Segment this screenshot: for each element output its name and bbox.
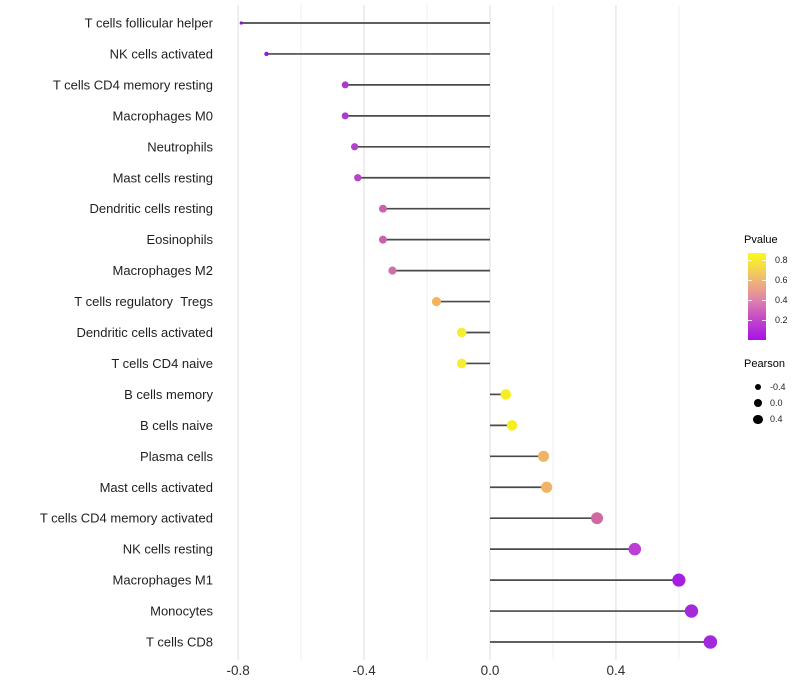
lollipop-dot xyxy=(378,204,387,213)
pearson-legend-item: 0.4 xyxy=(744,412,800,428)
y-axis-label: Dendritic cells activated xyxy=(76,325,213,340)
lollipop-dot xyxy=(591,512,604,525)
lollipop-dot xyxy=(354,174,362,182)
lollipop-dot xyxy=(341,81,349,89)
y-axis-label: T cells CD4 naive xyxy=(111,356,213,371)
lollipop-dot xyxy=(378,235,387,244)
y-axis-label: Dendritic cells resting xyxy=(89,201,213,216)
x-axis-tick-label: 0.0 xyxy=(481,663,500,678)
x-axis-tick-label: 0.4 xyxy=(607,663,626,678)
pearson-legend-label: 0.4 xyxy=(770,414,783,425)
pearson-legend-label: 0.0 xyxy=(770,397,783,408)
lollipop-dot xyxy=(506,420,518,431)
pearson-legend-label: -0.4 xyxy=(770,381,786,392)
pearson-legend: Pearson -0.4 0.0 0.4 xyxy=(744,358,800,438)
lollipop-dot xyxy=(628,542,642,556)
y-axis-label: Plasma cells xyxy=(140,449,213,464)
y-axis-label: B cells naive xyxy=(140,418,213,433)
y-axis-label: T cells CD4 memory activated xyxy=(40,511,213,526)
pearson-legend-item: 0.0 xyxy=(744,395,800,411)
lollipop-dot xyxy=(431,296,442,307)
y-axis-label: T cells CD8 xyxy=(146,635,213,650)
pvalue-colorbar-tick-label: 0.2 xyxy=(775,314,788,325)
pearson-legend-dot xyxy=(754,399,762,408)
pvalue-legend: Pvalue 0.8 0.6 0.4 0.2 xyxy=(744,234,800,354)
lollipop-dot xyxy=(537,450,550,462)
pvalue-colorbar-tick-mark xyxy=(748,260,752,261)
pearson-legend-item: -0.4 xyxy=(744,379,800,395)
lollipop-dot xyxy=(456,358,467,369)
pvalue-legend-title: Pvalue xyxy=(744,234,778,246)
pvalue-colorbar-tick-mark xyxy=(748,320,752,321)
pvalue-colorbar-tick-label: 0.4 xyxy=(775,294,788,305)
lollipop-dot xyxy=(456,327,467,338)
lollipop-dot xyxy=(703,635,718,649)
lollipop-dot xyxy=(388,266,397,275)
lollipop-dot xyxy=(541,481,553,493)
lollipop-dot xyxy=(684,604,699,618)
lollipop-dot xyxy=(500,389,511,400)
y-axis-label: Mast cells activated xyxy=(100,480,213,495)
pvalue-colorbar-tick-mark xyxy=(748,300,752,301)
pvalue-colorbar xyxy=(748,253,766,340)
lollipop-dot xyxy=(239,21,243,25)
y-axis-label: Macrophages M2 xyxy=(113,263,213,278)
y-axis-label: B cells memory xyxy=(124,387,213,402)
y-axis-label: Mast cells resting xyxy=(113,170,213,185)
lollipop-dot xyxy=(264,51,269,57)
y-axis-label: T cells CD4 memory resting xyxy=(53,77,213,92)
pvalue-colorbar-tick-mark xyxy=(762,320,766,321)
pvalue-colorbar-tick-mark xyxy=(762,260,766,261)
y-axis-label: NK cells resting xyxy=(123,542,213,557)
lollipop-dot xyxy=(672,573,686,587)
pvalue-colorbar-tick-label: 0.6 xyxy=(775,274,788,285)
y-axis-label: NK cells activated xyxy=(110,46,213,61)
x-axis-tick-label: -0.8 xyxy=(227,663,250,678)
lollipop-dot xyxy=(341,112,349,120)
y-axis-label: Neutrophils xyxy=(147,139,213,154)
y-axis-label: Macrophages M1 xyxy=(113,573,213,588)
y-axis-label: T cells regulatory Tregs xyxy=(74,294,213,309)
pearson-legend-dot xyxy=(753,414,763,425)
y-axis-label: T cells follicular helper xyxy=(85,16,214,31)
y-axis-label: Macrophages M0 xyxy=(113,108,213,123)
pvalue-colorbar-tick-mark xyxy=(762,280,766,281)
lollipop-dot xyxy=(351,143,359,151)
y-axis-label: Eosinophils xyxy=(147,232,214,247)
pvalue-colorbar-tick-mark xyxy=(748,280,752,281)
pvalue-colorbar-tick-mark xyxy=(762,300,766,301)
pearson-legend-dot xyxy=(754,383,762,391)
x-axis-tick-label: -0.4 xyxy=(352,663,376,678)
y-axis-label: Monocytes xyxy=(150,604,213,619)
pearson-legend-title: Pearson xyxy=(744,358,785,370)
pvalue-colorbar-tick-label: 0.8 xyxy=(775,254,788,265)
